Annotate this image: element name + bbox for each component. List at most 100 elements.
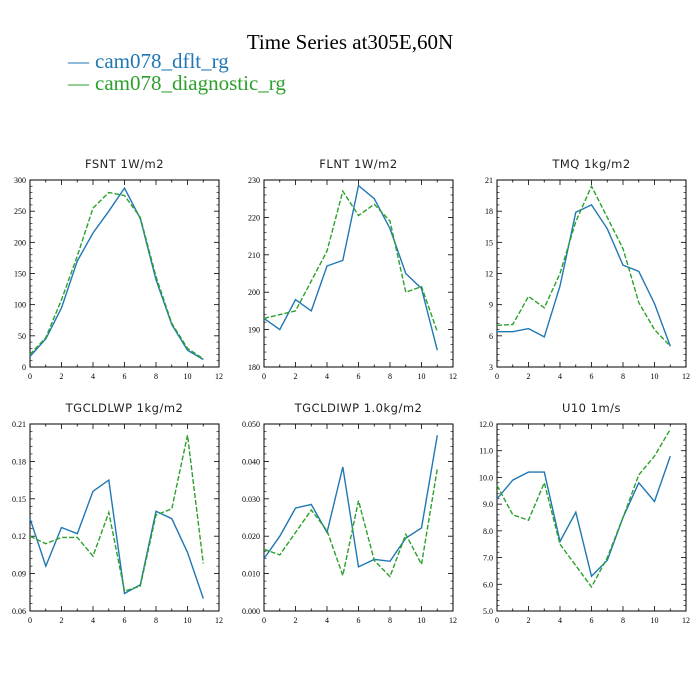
- y-tick-label: 7.0: [483, 554, 493, 563]
- x-tick-label: 6: [357, 616, 361, 625]
- chart-panel-u10: U10 1m/s 0 2 4 6 8 10 12 5.0 6.0 7.0 8.0 9.0 10.0 11.0…: [479, 401, 690, 625]
- y-tick-label: 180: [248, 363, 260, 372]
- x-tick-label: 12: [682, 372, 690, 381]
- x-tick-label: 8: [154, 372, 158, 381]
- y-tick-label: 12.0: [479, 420, 493, 429]
- y-tick-label: 220: [248, 213, 260, 222]
- x-tick-label: 10: [184, 372, 192, 381]
- x-tick-label: 4: [558, 372, 562, 381]
- series-line-dflt: [497, 204, 671, 347]
- chart-panel-tgcldlwp: TGCLDLWP 1kg/m2 0 2 4 6 8 10 12 0.06 0.09 0.12 0.15…: [12, 401, 223, 625]
- y-tick-label: 0.15: [12, 495, 26, 504]
- y-tick-label: 0.040: [242, 457, 260, 466]
- y-tick-label: 3: [489, 363, 493, 372]
- x-tick-label: 6: [590, 616, 594, 625]
- x-tick-label: 4: [91, 372, 95, 381]
- series-line-dflt: [29, 478, 204, 599]
- chart-panel-tgcldiwp: TGCLDIWP 1.0kg/m2 0 2 4 6 8 10 12 0.000 0.010 0.02…: [242, 401, 457, 625]
- x-tick-label: 0: [262, 372, 266, 381]
- legend-label-dflt: cam078_dflt_rg: [95, 49, 229, 73]
- panel-title: U10 1m/s: [562, 401, 621, 415]
- y-tick-label: 5.0: [483, 607, 493, 616]
- x-tick-label: 2: [527, 616, 531, 625]
- series-line-diagnostic: [29, 191, 204, 360]
- y-tick-label: 100: [14, 301, 26, 310]
- series-line-dflt: [496, 455, 671, 578]
- x-tick-label: 0: [28, 616, 32, 625]
- y-tick-label: 190: [248, 326, 260, 335]
- x-tick-label: 12: [449, 372, 457, 381]
- x-tick-label: 6: [123, 372, 127, 381]
- y-tick-label: 200: [14, 238, 26, 247]
- series-line-diagnostic: [496, 428, 671, 589]
- y-tick-label: 9: [489, 301, 493, 310]
- y-tick-label: 210: [248, 251, 260, 260]
- y-tick-label: 21: [485, 176, 493, 185]
- x-tick-label: 2: [60, 616, 64, 625]
- y-tick-label: 0.06: [12, 607, 26, 616]
- series-line-diagnostic: [263, 468, 438, 579]
- y-tick-label: 200: [248, 288, 260, 297]
- x-tick-label: 10: [184, 616, 192, 625]
- x-tick-label: 12: [215, 616, 223, 625]
- x-tick-label: 12: [449, 616, 457, 625]
- y-tick-label: 0.000: [242, 607, 260, 616]
- x-tick-label: 4: [91, 616, 95, 625]
- y-tick-label: 0.010: [242, 570, 260, 579]
- plot-frame: [29, 179, 220, 368]
- y-tick-label: 0.12: [12, 532, 26, 541]
- x-tick-label: 4: [325, 616, 329, 625]
- x-tick-label: 4: [325, 372, 329, 381]
- plot-frame: [263, 179, 454, 368]
- x-tick-label: 10: [418, 616, 426, 625]
- x-tick-label: 0: [495, 616, 499, 625]
- x-tick-label: 0: [495, 372, 499, 381]
- y-tick-label: 8.0: [483, 527, 493, 536]
- chart-panel-tmq: TMQ 1kg/m2 0 2 4 6 8 10 12 3 6 9 12 15 18 21: [485, 157, 690, 381]
- plot-frame: [29, 423, 220, 612]
- series-line-diagnostic: [263, 189, 438, 332]
- x-tick-label: 10: [651, 616, 659, 625]
- x-tick-label: 10: [651, 372, 659, 381]
- series-line-dflt: [263, 184, 438, 351]
- y-tick-label: 11.0: [479, 447, 493, 456]
- y-tick-label: 0.09: [12, 570, 26, 579]
- y-tick-label: 9.0: [483, 500, 493, 509]
- x-tick-label: 8: [621, 616, 625, 625]
- series-line-dflt: [263, 435, 438, 568]
- legend-entry-diagnostic: — cam078_diagnostic_rg: [68, 71, 286, 96]
- y-tick-label: 15: [485, 238, 493, 247]
- panel-title: TMQ 1kg/m2: [551, 157, 630, 171]
- x-tick-label: 8: [154, 616, 158, 625]
- series-line-diagnostic: [496, 184, 671, 347]
- y-tick-label: 300: [14, 176, 26, 185]
- x-tick-label: 8: [621, 372, 625, 381]
- x-tick-label: 6: [357, 372, 361, 381]
- plot-frame: [263, 423, 454, 612]
- x-tick-label: 4: [558, 616, 562, 625]
- series-line-dflt: [29, 186, 204, 361]
- x-tick-label: 0: [28, 372, 32, 381]
- x-tick-label: 8: [388, 616, 392, 625]
- y-tick-label: 0: [22, 363, 26, 372]
- legend-label-diagnostic: cam078_diagnostic_rg: [95, 71, 286, 95]
- y-tick-label: 0.050: [242, 420, 260, 429]
- series-line-diagnostic: [29, 435, 204, 593]
- panel-title: TGCLDLWP 1kg/m2: [65, 401, 184, 415]
- panel-title: FLNT 1W/m2: [319, 157, 397, 171]
- x-tick-label: 0: [262, 616, 266, 625]
- legend-swatch-diagnostic: —: [68, 71, 89, 95]
- y-tick-label: 18: [485, 207, 493, 216]
- x-tick-label: 6: [590, 372, 594, 381]
- x-tick-label: 12: [215, 372, 223, 381]
- y-tick-label: 230: [248, 176, 260, 185]
- y-tick-label: 0.030: [242, 495, 260, 504]
- y-tick-label: 0.18: [12, 457, 26, 466]
- y-tick-label: 150: [14, 270, 26, 279]
- panel-title: FSNT 1W/m2: [85, 157, 164, 171]
- y-tick-label: 10.0: [479, 473, 493, 482]
- chart-panel-flnt: FLNT 1W/m2 0 2 4 6 8 10 12 180 190 200 210 220 230: [248, 157, 457, 381]
- x-tick-label: 12: [682, 616, 690, 625]
- chart-panel-fsnt: FSNT 1W/m2 0 2 4 6 8 10 12 0 50 100 150 200 250 300: [14, 157, 223, 381]
